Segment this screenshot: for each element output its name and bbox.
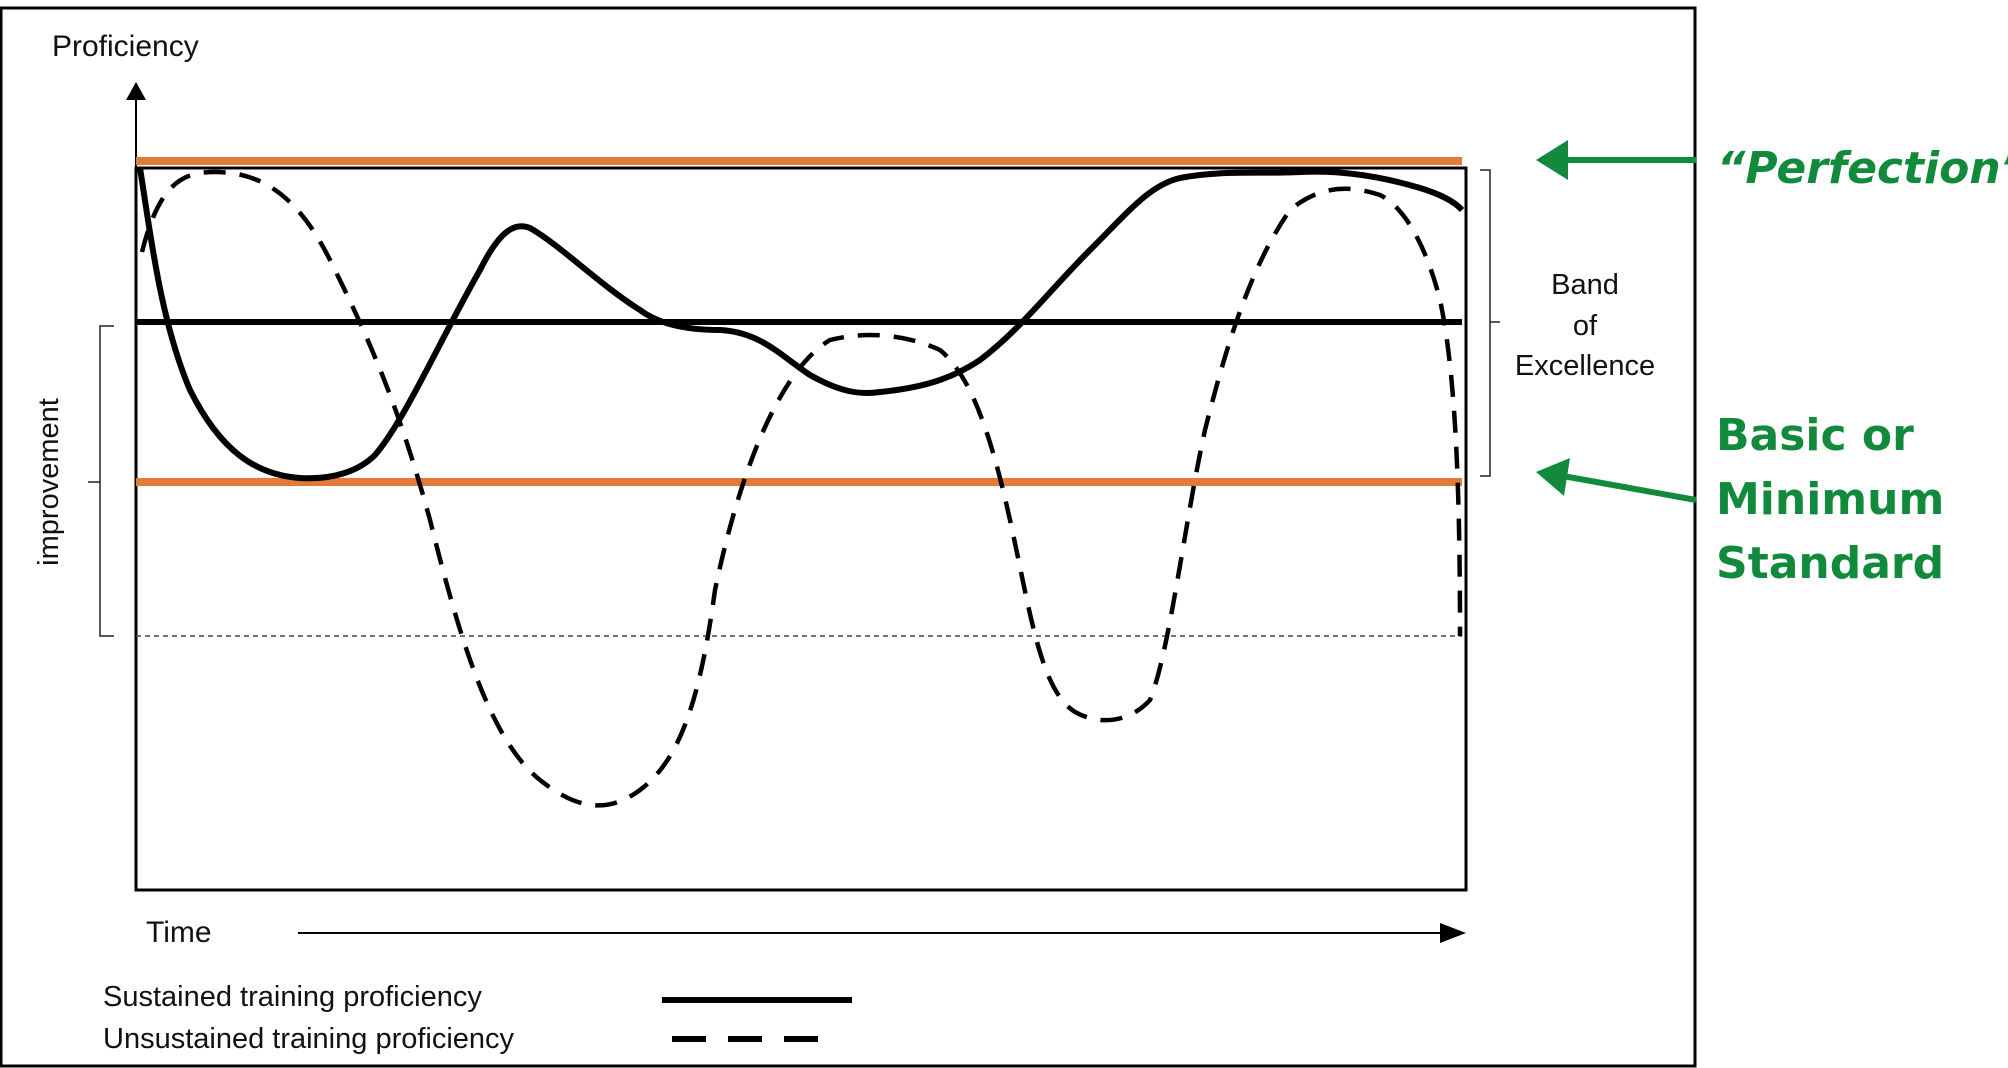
unsustained-proficiency-curve bbox=[139, 169, 1463, 808]
legend-unsustained-label: Unsustained training proficiency bbox=[103, 1023, 515, 1055]
improvement-label: improvement bbox=[33, 398, 65, 566]
y-axis-arrowhead bbox=[126, 82, 146, 100]
minimum-annotation-line-2: Minimum bbox=[1716, 474, 1944, 525]
minimum-arrowhead bbox=[1536, 458, 1570, 496]
minimum-arrow-line bbox=[1562, 473, 1697, 503]
y-axis-label: Proficiency bbox=[52, 30, 199, 63]
minimum-annotation-line-3: Standard bbox=[1716, 538, 1944, 589]
x-axis-arrowhead bbox=[1440, 923, 1466, 943]
legend-sustained-label: Sustained training proficiency bbox=[103, 981, 482, 1013]
perfection-arrowhead bbox=[1536, 140, 1568, 180]
band-label-line-1: Band bbox=[1551, 269, 1619, 301]
minimum-annotation-line-1: Basic or bbox=[1716, 410, 1914, 461]
plot-frame bbox=[134, 166, 1468, 892]
improvement-bracket bbox=[88, 325, 114, 637]
perfection-annotation: “Perfection” bbox=[1717, 143, 2008, 194]
x-axis-label: Time bbox=[146, 916, 212, 949]
sustained-proficiency-curve bbox=[137, 167, 1465, 482]
band-label-line-2: of bbox=[1573, 310, 1598, 342]
outer-frame bbox=[0, 6, 1697, 1068]
band-label-line-3: Excellence bbox=[1515, 350, 1655, 382]
band-bracket bbox=[1480, 169, 1500, 477]
